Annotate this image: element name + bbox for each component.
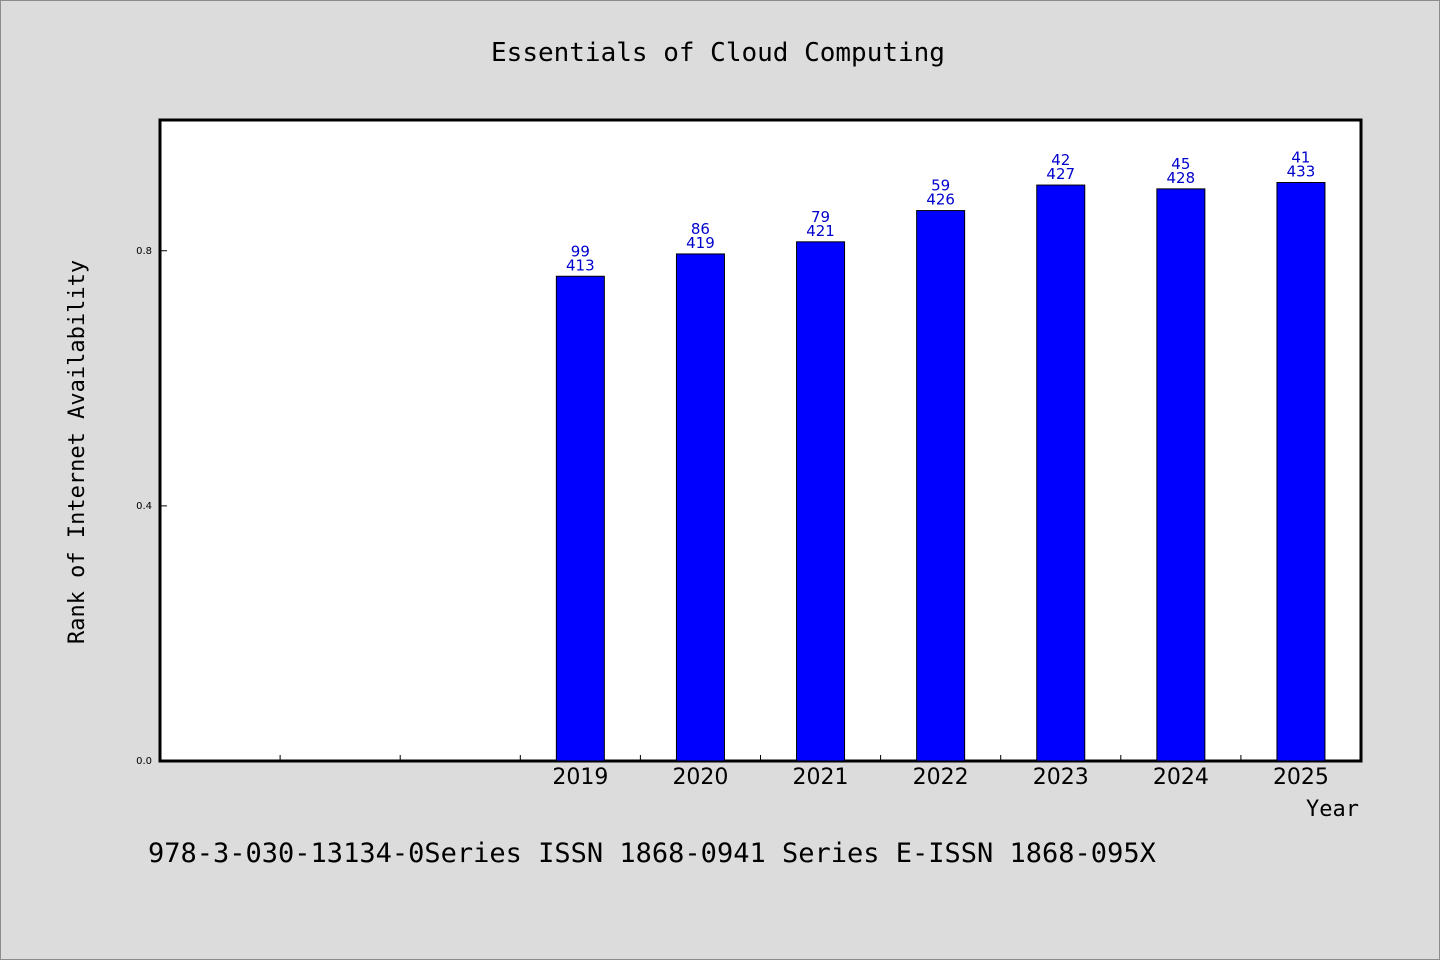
bar-2020 <box>675 253 725 762</box>
x-axis-title: Year <box>1306 797 1359 822</box>
y-tick-label: 0.4 <box>136 501 152 512</box>
x-tick-label: 2023 <box>1033 765 1089 790</box>
bar-2023 <box>1036 184 1086 762</box>
bar-2019 <box>555 275 605 762</box>
bar-label-bottom: 426 <box>926 191 955 209</box>
x-tick-label: 2024 <box>1153 765 1209 790</box>
bar-label-top: 45 <box>1171 155 1190 173</box>
x-tick-label: 2021 <box>793 765 849 790</box>
x-tick-label: 2025 <box>1273 765 1329 790</box>
ticks-group: 0.0 0.4 0.8 2019 2020 2021 2022 2023 2024 2025 <box>136 246 1329 790</box>
bar-label-bottom: 419 <box>686 234 715 252</box>
bar-label-top: 79 <box>811 208 830 226</box>
bar-label-top: 59 <box>931 177 950 195</box>
bar-2021 <box>796 241 846 762</box>
bar-label-bottom: 427 <box>1046 165 1075 183</box>
bar-label-bottom: 421 <box>806 222 835 240</box>
x-tick-label: 2020 <box>672 765 728 790</box>
bar-2022 <box>916 210 966 762</box>
bar-2024 <box>1156 188 1206 762</box>
x-tick-label: 2019 <box>552 765 608 790</box>
bar-label-top: 86 <box>691 220 710 238</box>
bar-label-top: 42 <box>1051 151 1070 169</box>
y-tick-label: 0.8 <box>136 246 152 257</box>
chart-title: Essentials of Cloud Computing <box>491 38 945 68</box>
y-tick-label: 0.0 <box>136 756 152 767</box>
bar-label-bottom: 413 <box>566 256 595 274</box>
bar-label-top: 99 <box>571 242 590 260</box>
bar-label-bottom: 428 <box>1167 169 1196 187</box>
series-issn-footer: 978-3-030-13134-0Series ISSN 1868-0941 S… <box>148 838 1156 869</box>
bar-label-top: 41 <box>1291 149 1310 167</box>
bar-2025 <box>1276 182 1326 762</box>
y-axis-title: Rank of Internet Availability <box>65 260 90 644</box>
x-tick-label: 2022 <box>913 765 969 790</box>
bar-label-bottom: 433 <box>1287 163 1316 181</box>
